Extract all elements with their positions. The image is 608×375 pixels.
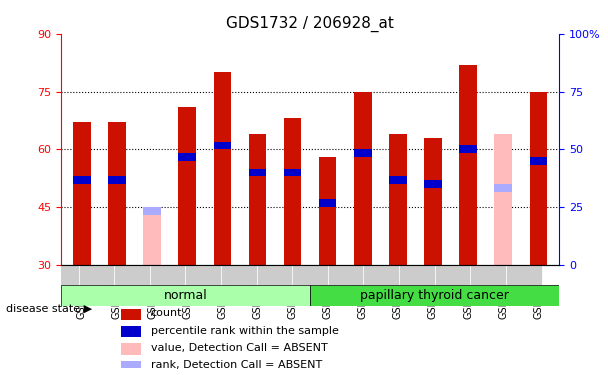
Bar [249, 134, 266, 265]
Bar [284, 168, 302, 176]
Bar [424, 138, 442, 265]
Bar [319, 200, 336, 207]
FancyBboxPatch shape [114, 265, 150, 285]
Bar [354, 92, 371, 265]
FancyBboxPatch shape [471, 265, 506, 285]
FancyBboxPatch shape [506, 265, 542, 285]
Text: count: count [151, 308, 182, 318]
Bar [143, 207, 161, 265]
Bar [459, 64, 477, 265]
FancyBboxPatch shape [43, 265, 78, 285]
Bar [108, 176, 126, 184]
Text: disease state ▶: disease state ▶ [6, 303, 92, 313]
FancyBboxPatch shape [399, 265, 435, 285]
FancyBboxPatch shape [78, 265, 114, 285]
Bar [120, 309, 140, 320]
Title: GDS1732 / 206928_at: GDS1732 / 206928_at [226, 16, 394, 32]
FancyBboxPatch shape [257, 265, 292, 285]
FancyBboxPatch shape [435, 265, 471, 285]
Bar [120, 344, 140, 354]
FancyBboxPatch shape [328, 265, 364, 285]
Text: normal: normal [164, 289, 207, 302]
Bar [530, 92, 547, 265]
FancyBboxPatch shape [364, 265, 399, 285]
Bar [459, 146, 477, 153]
Bar [284, 118, 302, 265]
Bar [494, 184, 512, 192]
Text: papillary thyroid cancer: papillary thyroid cancer [361, 289, 509, 302]
Bar [249, 168, 266, 176]
Bar [389, 176, 407, 184]
Bar [120, 326, 140, 337]
Bar [213, 72, 231, 265]
FancyBboxPatch shape [61, 285, 310, 306]
Bar [73, 176, 91, 184]
FancyBboxPatch shape [292, 265, 328, 285]
Bar [424, 180, 442, 188]
FancyBboxPatch shape [150, 265, 185, 285]
Bar [108, 122, 126, 265]
Bar [73, 122, 91, 265]
Bar [120, 361, 140, 372]
Text: percentile rank within the sample: percentile rank within the sample [151, 326, 339, 336]
Text: rank, Detection Call = ABSENT: rank, Detection Call = ABSENT [151, 360, 322, 370]
Bar [354, 149, 371, 157]
Bar [178, 153, 196, 161]
Bar [143, 207, 161, 215]
Bar [178, 107, 196, 265]
Text: value, Detection Call = ABSENT: value, Detection Call = ABSENT [151, 343, 327, 353]
Bar [213, 142, 231, 149]
FancyBboxPatch shape [310, 285, 559, 306]
Bar [494, 134, 512, 265]
Bar [389, 134, 407, 265]
FancyBboxPatch shape [221, 265, 257, 285]
FancyBboxPatch shape [185, 265, 221, 285]
Bar [530, 157, 547, 165]
Bar [319, 157, 336, 265]
